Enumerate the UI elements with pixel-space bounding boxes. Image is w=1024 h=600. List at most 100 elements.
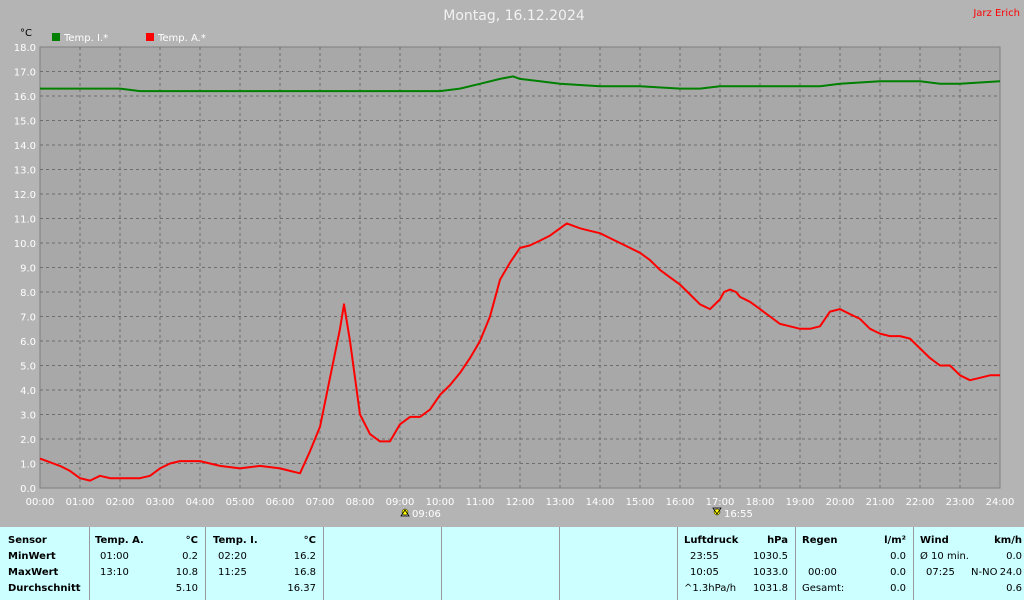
temp-outdoor-max-time: 13:10 [100, 567, 129, 578]
x-tick-label: 14:00 [586, 497, 615, 508]
y-tick-label: 7.0 [20, 313, 36, 324]
pressure-max-time: 10:05 [690, 567, 719, 578]
empty-column-3 [560, 527, 678, 600]
temp-outdoor-avg: 5.10 [175, 583, 198, 594]
x-tick-label: 04:00 [186, 497, 215, 508]
chart: Montag, 16.12.2024 Jarz Erich °C Temp. I… [14, 8, 1020, 520]
y-tick-label: 5.0 [20, 362, 36, 373]
y-tick-label: 13.0 [14, 166, 36, 177]
row-label-max: MaxWert [8, 567, 59, 578]
wind-max: 24.0 [999, 567, 1022, 578]
y-tick-label: 11.0 [14, 215, 36, 226]
temp-indoor-unit: °C [303, 535, 316, 546]
rain-max-time: 00:00 [808, 567, 837, 578]
temp-outdoor-column: Temp. A. °C 01:00 0.2 13:10 10.8 5.10 [90, 527, 206, 600]
x-tick-label: 21:00 [866, 497, 895, 508]
wind-header: Wind [920, 535, 949, 546]
y-tick-label: 16.0 [14, 92, 36, 103]
x-tick-label: 15:00 [626, 497, 655, 508]
x-tick-label: 19:00 [786, 497, 815, 508]
rain-header: Regen [802, 535, 838, 546]
sunrise-time: 09:06 [412, 509, 441, 520]
temp-outdoor-min: 0.2 [182, 551, 198, 562]
y-tick-label: 3.0 [20, 411, 36, 422]
x-tick-label: 07:00 [306, 497, 335, 508]
y-tick-label: 10.0 [14, 239, 36, 250]
x-tick-label: 05:00 [226, 497, 255, 508]
author-label: Jarz Erich [972, 8, 1020, 19]
wind-max-direction: N-NO [971, 567, 998, 578]
sunrise-marker: 09:06 [400, 508, 441, 520]
row-label-min: MinWert [8, 551, 56, 562]
x-tick-label: 09:00 [386, 497, 415, 508]
empty-column-1 [324, 527, 442, 600]
sunset-icon [712, 507, 722, 516]
y-tick-label: 12.0 [14, 190, 36, 201]
temp-outdoor-max: 10.8 [175, 567, 198, 578]
legend-label-indoor: Temp. I.* [63, 33, 108, 44]
temp-outdoor-unit: °C [185, 535, 198, 546]
x-tick-label: 20:00 [826, 497, 855, 508]
x-tick-label: 12:00 [506, 497, 535, 508]
x-tick-label: 08:00 [346, 497, 375, 508]
x-tick-label: 22:00 [906, 497, 935, 508]
pressure-unit: hPa [767, 535, 788, 546]
wind-min: 0.0 [1006, 551, 1022, 562]
y-tick-label: 15.0 [14, 117, 36, 128]
pressure-max: 1033.0 [753, 567, 788, 578]
y-tick-label: 4.0 [20, 386, 36, 397]
sunset-time: 16:55 [724, 509, 753, 520]
x-tick-label: 18:00 [746, 497, 775, 508]
y-tick-label: 9.0 [20, 264, 36, 275]
series-line-indoor [40, 75, 1001, 93]
temp-indoor-max-time: 11:25 [218, 567, 247, 578]
legend-label-outdoor: Temp. A.* [157, 33, 206, 44]
temp-indoor-column: Temp. I. °C 02:20 16.2 11:25 16.8 16.37 [206, 527, 324, 600]
x-tick-label: 06:00 [266, 497, 295, 508]
y-tick-label: 6.0 [20, 337, 36, 348]
x-axis-ticks: 00:00 01:00 02:00 03:00 04:00 05:00 06:00 07:00… [26, 497, 1015, 508]
y-tick-label: 1.0 [20, 460, 36, 471]
sensor-header: Sensor [8, 535, 47, 546]
y-tick-label: 0.0 [20, 484, 36, 495]
grid [40, 47, 1000, 488]
x-tick-label: 11:00 [466, 497, 495, 508]
series-line-outdoor [39, 222, 1000, 482]
x-tick-label: 03:00 [146, 497, 175, 508]
statistics-panel: Sensor MinWert MaxWert Durchschnitt Temp… [0, 527, 1024, 600]
legend-swatch-indoor [52, 33, 60, 41]
y-axis-ticks: 0.0 1.0 2.0 3.0 4.0 5.0 6.0 7.0 8.0 9.0 10.0 11.0 12… [14, 43, 36, 495]
sunset-marker: 16:55 [712, 507, 753, 520]
x-tick-label: 24:00 [986, 497, 1015, 508]
x-tick-label: 16:00 [666, 497, 695, 508]
temp-indoor-avg: 16.37 [287, 583, 316, 594]
y-axis-unit: °C [20, 28, 32, 39]
y-tick-label: 17.0 [14, 68, 36, 79]
pressure-min-time: 23:55 [690, 551, 719, 562]
wind-avg: 0.6 [1006, 583, 1022, 594]
temp-indoor-max: 16.8 [293, 567, 316, 578]
wind-column: Wind km/h Ø 10 min. 0.0 07:25 N-NO 24.0 … [914, 527, 1024, 600]
empty-column-2 [442, 527, 560, 600]
temp-outdoor-min-time: 01:00 [100, 551, 129, 562]
x-tick-label: 02:00 [106, 497, 135, 508]
y-tick-label: 14.0 [14, 141, 36, 152]
rain-total: 0.0 [890, 583, 906, 594]
x-tick-label: 01:00 [66, 497, 95, 508]
x-tick-label: 13:00 [546, 497, 575, 508]
pressure-header: Luftdruck [684, 535, 739, 546]
sensor-column: Sensor MinWert MaxWert Durchschnitt [0, 527, 90, 600]
y-tick-label: 18.0 [14, 43, 36, 54]
temp-indoor-min: 16.2 [293, 551, 316, 562]
temp-indoor-min-time: 02:20 [218, 551, 247, 562]
sunrise-icon [400, 508, 410, 517]
rain-unit: l/m² [884, 535, 906, 546]
rain-max: 0.0 [890, 567, 906, 578]
y-tick-label: 8.0 [20, 288, 36, 299]
y-tick-label: 2.0 [20, 435, 36, 446]
wind-max-time: 07:25 [926, 567, 955, 578]
pressure-column: Luftdruck hPa 23:55 1030.5 10:05 1033.0 … [678, 527, 796, 600]
temp-indoor-header: Temp. I. [213, 535, 258, 546]
legend-swatch-outdoor [146, 33, 154, 41]
x-tick-label: 17:00 [706, 497, 735, 508]
